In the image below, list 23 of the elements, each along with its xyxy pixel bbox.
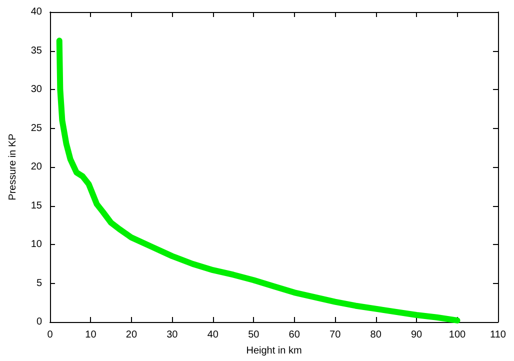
y-axis-title: Pressure in KP: [8, 133, 18, 200]
x-tick-label: 80: [370, 330, 382, 340]
x-tick-label: 60: [288, 330, 300, 340]
y-tick-label: 10: [30, 239, 42, 250]
y-tick-label: 20: [30, 162, 42, 172]
x-tick-label: 0: [47, 330, 54, 340]
x-tick-label: 50: [248, 330, 260, 340]
y-tick-label: 25: [30, 122, 42, 134]
x-tick-label: 110: [490, 330, 506, 340]
x-tick-label: 100: [448, 330, 466, 340]
x-tick-label: 20: [126, 330, 138, 340]
y-tick-label: 15: [30, 200, 42, 212]
y-tick-label: 0: [36, 316, 42, 328]
x-tick-label: 40: [207, 330, 219, 340]
x-tick-label: 10: [85, 330, 97, 340]
y-tick-label: 30: [30, 84, 42, 95]
y-tick-label: 35: [30, 45, 42, 56]
x-axis-title: Height in km: [246, 346, 302, 356]
x-tick-label: 70: [330, 330, 342, 340]
x-tick-label: 30: [166, 330, 178, 340]
x-tick-label: 90: [410, 330, 423, 340]
y-tick-label: 40: [30, 6, 42, 18]
y-tick-label: 5: [36, 278, 42, 289]
